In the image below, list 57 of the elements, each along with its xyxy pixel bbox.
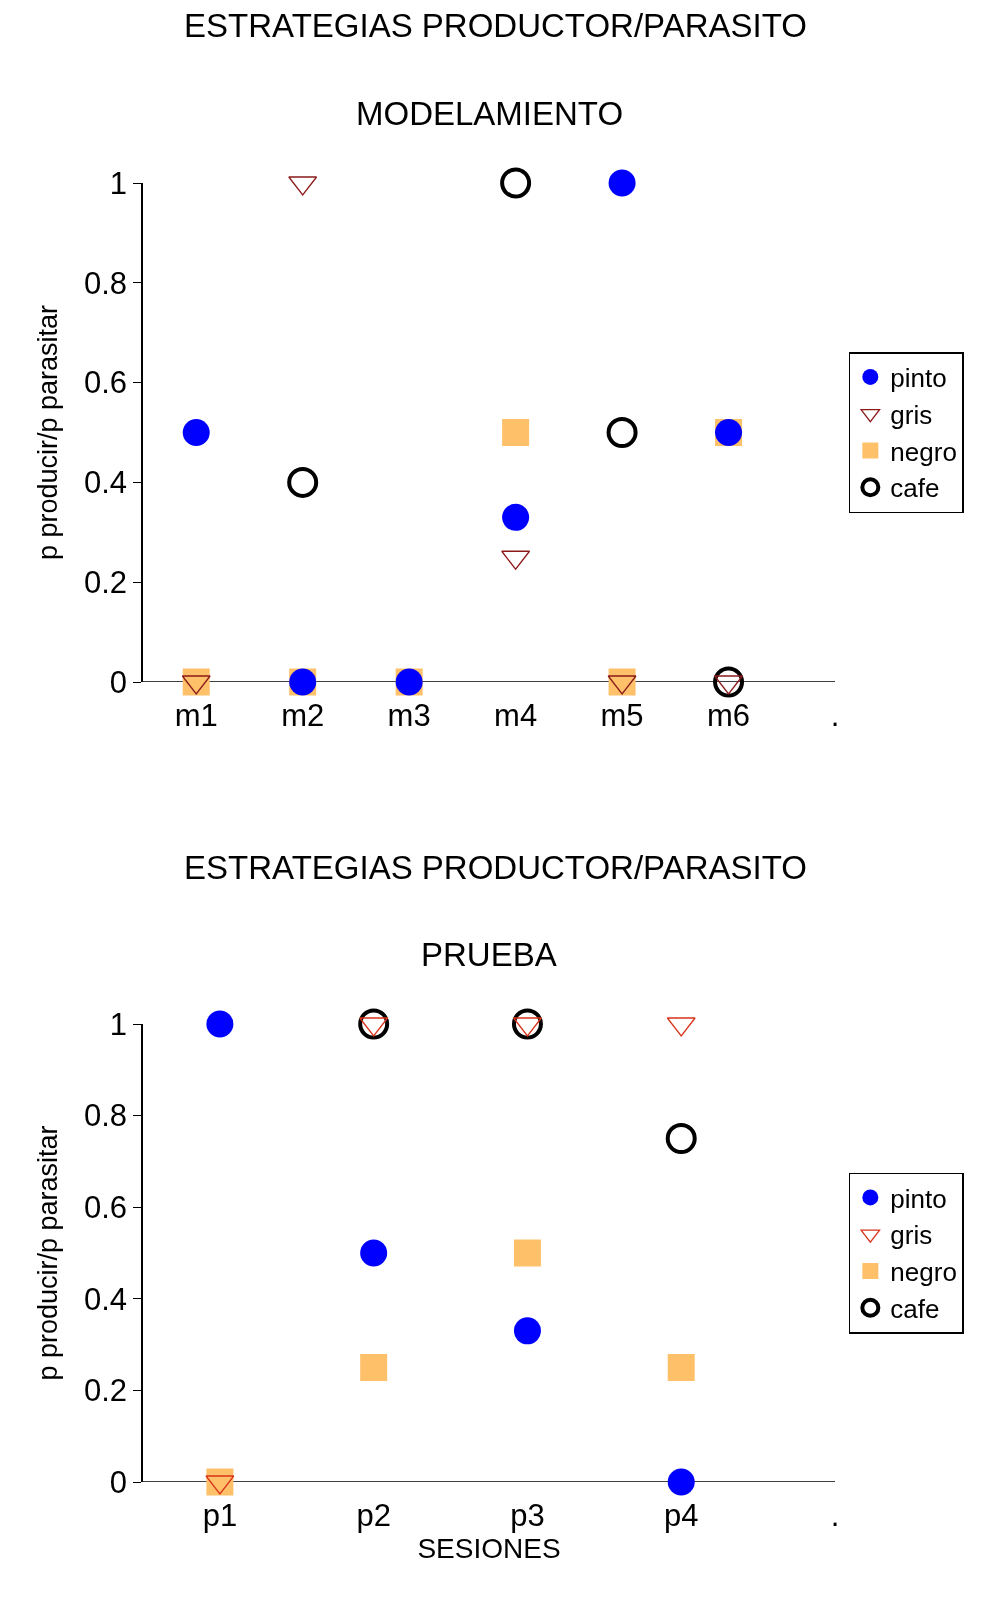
x-tick-label: p3 <box>510 1498 545 1533</box>
legend-label: pinto <box>890 363 947 394</box>
x-axis-title: SESIONES <box>417 1533 561 1564</box>
point <box>502 419 530 446</box>
point <box>606 417 638 448</box>
y-tick-label: 0.6 <box>83 1190 128 1226</box>
x-tick-label: m6 <box>707 698 751 733</box>
point <box>665 1123 697 1154</box>
y-tick-label: 0.2 <box>83 565 128 601</box>
point <box>513 1317 541 1345</box>
chart-title: ESTRATEGIAS PRODUCTOR/PARASITO <box>184 848 807 886</box>
point <box>206 1010 234 1038</box>
point <box>513 1239 541 1267</box>
x-tick-label: p2 <box>356 1498 391 1533</box>
y-axis-title: p producir/p parasitar <box>33 304 64 561</box>
point <box>608 169 636 197</box>
y-tick-label: 0 <box>109 664 128 700</box>
x-tick-label: m3 <box>387 698 431 733</box>
point <box>358 1008 390 1040</box>
x-tick-label: m5 <box>600 698 644 733</box>
point <box>182 419 210 446</box>
x-tick-label: . <box>830 1498 840 1533</box>
y-tick-label: 0.2 <box>83 1373 128 1409</box>
point <box>667 1354 695 1381</box>
x-tick-label: m1 <box>174 698 218 733</box>
point <box>667 1468 695 1496</box>
point <box>500 167 532 199</box>
legend-label: pinto <box>890 1183 947 1214</box>
x-tick-label: p1 <box>202 1498 238 1533</box>
point <box>360 1239 388 1267</box>
legend-label: negro <box>890 436 957 467</box>
x-tick-label: . <box>830 698 840 733</box>
y-tick-label: 0 <box>109 1464 128 1500</box>
y-tick-label: 0.8 <box>83 265 128 301</box>
x-tick-label: m2 <box>281 698 325 733</box>
y-tick-label: 0.8 <box>83 1098 128 1134</box>
point <box>360 1354 388 1381</box>
chart-subtitle: PRUEBA <box>421 936 557 973</box>
y-tick-label: 0.6 <box>83 365 128 401</box>
chart-title: ESTRATEGIAS PRODUCTOR/PARASITO <box>184 6 807 44</box>
point <box>287 466 319 498</box>
y-axis-title: p producir/p parasitar <box>33 1125 64 1381</box>
y-tick-label: 0.4 <box>83 1281 128 1317</box>
legend-label: gris <box>890 1220 933 1251</box>
y-tick-label: 1 <box>109 165 128 201</box>
legend-label: negro <box>890 1257 957 1288</box>
legend-label: gris <box>890 399 933 430</box>
x-tick-label: p4 <box>663 1498 699 1533</box>
chart-subtitle: MODELAMIENTO <box>356 95 624 132</box>
legend-label: cafe <box>890 473 940 504</box>
y-tick-label: 1 <box>109 1006 128 1042</box>
y-tick-label: 0.4 <box>83 465 128 501</box>
point <box>502 503 530 531</box>
legend-label: cafe <box>890 1293 940 1324</box>
x-tick-label: m4 <box>494 698 538 733</box>
point <box>511 1008 543 1040</box>
point <box>713 666 745 698</box>
